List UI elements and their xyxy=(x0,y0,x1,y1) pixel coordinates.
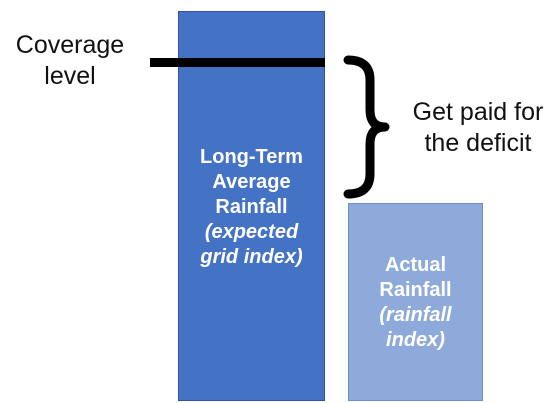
actual-bar-label: Actual Rainfall (rainfall index) xyxy=(349,253,482,353)
long-term-bar-label: Long-Term Average Rainfall (expected gri… xyxy=(179,145,324,270)
long-term-bar-line1: Long-Term xyxy=(200,146,303,168)
long-term-bar-line4: (expected xyxy=(204,221,299,243)
get-paid-line1: Get paid for xyxy=(412,98,544,126)
long-term-bar-line5: grid index) xyxy=(200,246,303,268)
coverage-label-line1: Coverage xyxy=(15,31,125,59)
actual-bar-line3: (rainfall xyxy=(379,304,452,326)
get-paid-line2: the deficit xyxy=(424,129,532,157)
coverage-level-label: Coverage level xyxy=(2,30,138,92)
coverage-level-line xyxy=(150,58,325,67)
actual-bar-line4: index) xyxy=(386,329,445,351)
actual-rainfall-bar: Actual Rainfall (rainfall index) xyxy=(348,203,483,401)
deficit-brace xyxy=(343,55,390,199)
long-term-bar-line2: Average xyxy=(212,171,291,193)
get-paid-label: Get paid for the deficit xyxy=(398,97,558,159)
coverage-label-line2: level xyxy=(44,62,96,90)
long-term-average-rainfall-bar: Long-Term Average Rainfall (expected gri… xyxy=(178,11,325,401)
actual-bar-line1: Actual xyxy=(384,254,447,276)
long-term-bar-line3: Rainfall xyxy=(215,196,288,218)
actual-bar-line2: Rainfall xyxy=(379,279,452,301)
